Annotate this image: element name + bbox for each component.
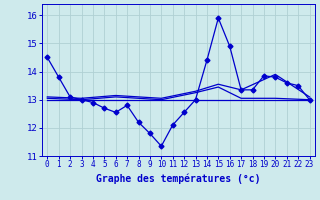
- X-axis label: Graphe des températures (°c): Graphe des températures (°c): [96, 173, 261, 184]
